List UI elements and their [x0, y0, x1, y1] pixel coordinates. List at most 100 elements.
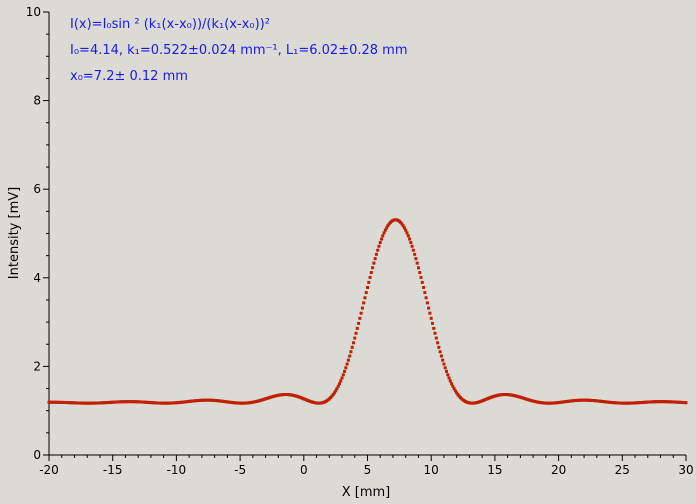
data-point	[446, 373, 450, 377]
data-point	[447, 376, 451, 380]
data-point	[415, 261, 419, 265]
data-point	[402, 226, 406, 230]
data-point	[334, 389, 338, 393]
data-point	[401, 224, 405, 228]
x-tick-label: -15	[103, 463, 123, 477]
data-point	[362, 301, 366, 305]
data-point	[351, 341, 355, 345]
data-point	[408, 237, 412, 241]
data-point	[343, 369, 347, 373]
data-point	[380, 237, 384, 241]
x-tick-label: -5	[234, 463, 246, 477]
data-point	[434, 336, 438, 340]
data-point	[386, 224, 390, 228]
x-tick-label: 25	[615, 463, 630, 477]
data-point	[419, 275, 423, 279]
data-point	[340, 376, 344, 380]
data-point	[444, 369, 448, 373]
data-point	[369, 271, 373, 275]
data-point	[337, 382, 341, 386]
data-point	[400, 222, 404, 226]
data-point	[418, 271, 422, 275]
data-point	[433, 331, 437, 335]
data-point	[450, 382, 454, 386]
data-point	[422, 285, 426, 289]
x-tick-label: 0	[300, 463, 308, 477]
data-point	[409, 241, 413, 245]
data-point	[339, 379, 343, 383]
data-series	[47, 218, 688, 405]
data-point	[366, 285, 369, 289]
data-point	[453, 389, 457, 393]
y-tick-label: 8	[33, 94, 41, 108]
data-point	[345, 362, 349, 366]
data-point	[413, 252, 417, 256]
data-point	[355, 326, 359, 330]
y-tick-label: 10	[26, 5, 41, 19]
data-point	[436, 341, 440, 345]
data-point	[374, 252, 378, 256]
data-point	[428, 311, 432, 315]
data-point	[331, 393, 335, 397]
data-point	[377, 244, 381, 248]
x-tick-label: -10	[167, 463, 187, 477]
data-point	[371, 266, 375, 270]
data-point	[438, 350, 442, 354]
data-point	[406, 234, 410, 238]
data-point	[425, 301, 429, 305]
data-point	[452, 387, 456, 391]
data-point	[348, 354, 352, 358]
data-point	[424, 296, 428, 300]
data-point	[456, 393, 460, 397]
data-point	[346, 358, 350, 362]
y-tick-label: 2	[33, 359, 41, 373]
data-point	[363, 296, 367, 300]
formula-line-1: I(x)=I₀sin ² (k₁(x-x₀))/(k₁(x-x₀))²	[70, 17, 270, 32]
data-point	[411, 248, 415, 252]
data-point	[437, 345, 441, 349]
data-point	[381, 234, 385, 238]
y-tick-label: 0	[33, 448, 41, 462]
data-point	[416, 266, 420, 270]
data-point	[357, 321, 361, 325]
data-point	[376, 248, 380, 252]
data-point	[353, 336, 357, 340]
data-point	[441, 358, 445, 362]
data-point	[349, 350, 353, 354]
data-point	[427, 306, 431, 310]
y-axis-ticks: 0 2 4 6 8 10	[26, 5, 49, 462]
data-point	[420, 280, 424, 284]
data-point	[360, 306, 364, 310]
x-tick-label: 20	[551, 463, 566, 477]
data-point	[684, 401, 688, 405]
y-axis-title: Intensity [mV]	[7, 187, 22, 279]
x-tick-label: -20	[39, 463, 59, 477]
data-point	[378, 241, 382, 245]
data-point	[367, 280, 371, 284]
y-tick-label: 4	[33, 271, 41, 285]
data-point	[448, 379, 452, 383]
data-point	[383, 228, 387, 232]
data-point	[423, 291, 427, 295]
data-point	[350, 345, 354, 349]
data-point	[432, 326, 436, 330]
x-tick-label: 15	[487, 463, 502, 477]
data-point	[430, 321, 434, 325]
data-point	[451, 384, 455, 388]
data-point	[404, 228, 408, 232]
x-axis-ticks: -20 -15 -10 -5 0 5 10 15 20 25 30	[39, 455, 694, 477]
x-axis-title: X [mm]	[342, 485, 391, 500]
data-point	[344, 366, 348, 370]
x-tick-label: 30	[678, 463, 693, 477]
data-point	[359, 311, 363, 315]
data-point	[414, 257, 418, 261]
data-point	[358, 316, 362, 320]
x-tick-label: 5	[364, 463, 372, 477]
formula-line-2: I₀=4.14, k₁=0.522±0.024 mm⁻¹, L₁=6.02±0.…	[70, 43, 408, 58]
formula-line-3: x₀=7.2± 0.12 mm	[70, 69, 188, 84]
data-point	[405, 231, 409, 235]
data-point	[364, 291, 368, 295]
data-point	[368, 275, 372, 279]
data-point	[373, 257, 377, 261]
